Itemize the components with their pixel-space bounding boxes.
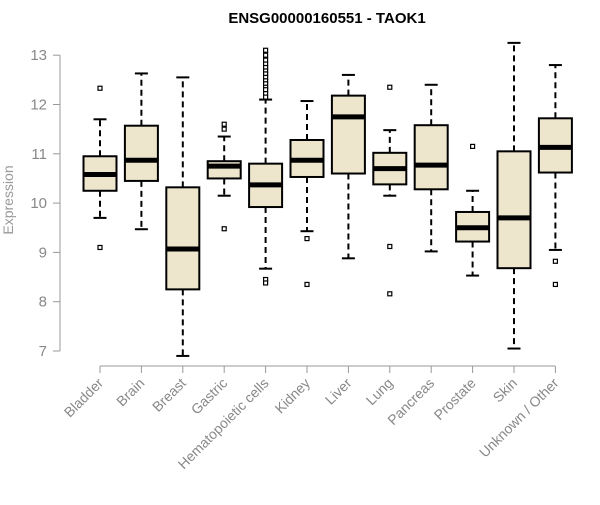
y-tick-label: 9 bbox=[39, 244, 47, 261]
outlier-point bbox=[387, 243, 393, 250]
outlier-point bbox=[263, 52, 269, 58]
x-tick-label: Unknown / Other bbox=[476, 375, 562, 461]
box-skin bbox=[496, 41, 532, 350]
x-tick-label: Bladder bbox=[61, 375, 107, 421]
outlier-point bbox=[552, 258, 559, 264]
y-tick-label: 11 bbox=[31, 146, 47, 163]
x-tick-label: Kidney bbox=[272, 375, 314, 417]
outlier-point bbox=[263, 280, 269, 286]
outlier-point bbox=[304, 281, 310, 288]
outlier-point bbox=[304, 235, 310, 242]
iqr-box bbox=[330, 94, 366, 175]
box-pancreas bbox=[413, 83, 449, 253]
y-tick-label: 13 bbox=[30, 47, 47, 64]
iqr-box bbox=[413, 124, 449, 191]
box-bladder bbox=[82, 85, 118, 251]
box-breast bbox=[165, 76, 201, 357]
box-brain bbox=[123, 72, 159, 231]
outlier-point bbox=[221, 121, 227, 127]
outlier-point bbox=[387, 291, 393, 297]
x-tick-label: Breast bbox=[149, 375, 189, 415]
outlier-point bbox=[97, 244, 103, 251]
y-tick-label: 12 bbox=[30, 97, 47, 114]
outlier-point bbox=[470, 143, 476, 150]
outlier-point bbox=[552, 281, 559, 288]
box-gastric bbox=[206, 121, 242, 232]
box-liver bbox=[330, 73, 366, 260]
outlier-point bbox=[97, 85, 103, 91]
outlier-point bbox=[263, 47, 269, 53]
x-tick-label: Lung bbox=[363, 375, 396, 408]
iqr-box bbox=[496, 150, 532, 270]
iqr-box bbox=[123, 124, 159, 182]
x-tick-label: Prostate bbox=[431, 375, 479, 423]
x-tick-label: Liver bbox=[322, 375, 355, 408]
y-axis-label: Expression bbox=[0, 165, 16, 234]
box-series bbox=[82, 41, 573, 357]
outlier-point bbox=[263, 94, 269, 100]
box-lung bbox=[372, 84, 408, 297]
iqr-box bbox=[165, 186, 201, 291]
box-unknown-other bbox=[537, 64, 573, 288]
outlier-point bbox=[387, 84, 393, 90]
x-tick-label: Skin bbox=[490, 375, 521, 406]
y-tick-label: 10 bbox=[30, 195, 47, 212]
chart-title: ENSG00000160551 - TAOK1 bbox=[228, 10, 425, 27]
box-prostate bbox=[455, 143, 491, 277]
x-tick-label: Brain bbox=[113, 375, 147, 409]
outlier-point bbox=[221, 226, 227, 232]
y-axis: 7 8 9 10 11 12 13 bbox=[30, 47, 61, 360]
y-tick-label: 7 bbox=[39, 343, 47, 360]
box-hematopoietic-cells bbox=[248, 47, 284, 286]
outlier-point bbox=[221, 126, 227, 132]
y-tick-label: 8 bbox=[39, 294, 47, 311]
box-kidney bbox=[289, 100, 325, 288]
